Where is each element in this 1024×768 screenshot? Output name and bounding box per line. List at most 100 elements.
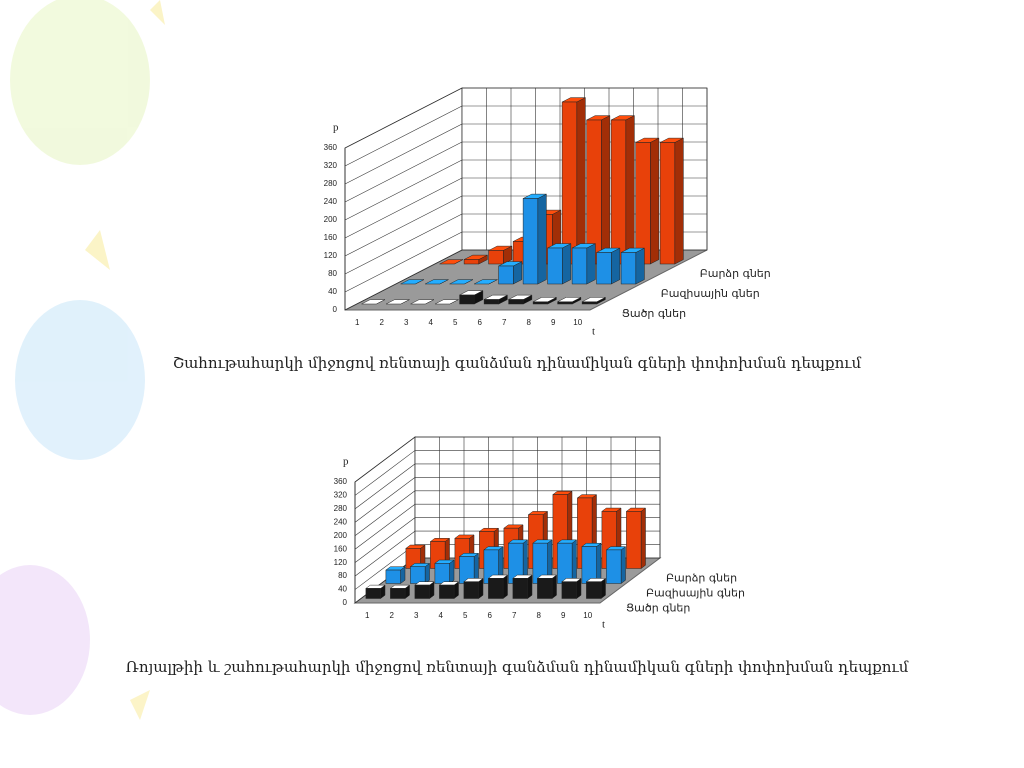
grid-line <box>344 231 463 293</box>
bar <box>561 581 577 599</box>
chart: 1 2 3 4 5 6 7 8 9 10 0 40 80 120 160 200 240 280 320 360 p t Բ… <box>324 87 771 338</box>
y-tick-label: 360 <box>324 143 338 152</box>
bar <box>626 511 642 569</box>
bar <box>586 581 602 599</box>
x-tick-label: 5 <box>453 318 458 327</box>
grid-line <box>344 105 463 167</box>
y-tick-label: 120 <box>334 558 348 567</box>
bar <box>547 247 563 285</box>
x-tick-label: 7 <box>512 611 517 620</box>
bar-side <box>586 243 596 285</box>
y-tick-label: 200 <box>334 531 348 540</box>
bar <box>635 142 651 265</box>
bar <box>459 294 475 305</box>
bar <box>586 119 602 265</box>
bar <box>512 578 528 599</box>
y-axis-label: p <box>343 456 349 468</box>
bar <box>610 119 627 265</box>
bar <box>498 265 514 285</box>
bar-side <box>537 193 547 285</box>
y-tick-label: 0 <box>343 598 348 607</box>
bar <box>557 542 573 584</box>
bar <box>581 546 597 584</box>
bar <box>659 142 676 265</box>
bar <box>463 259 480 265</box>
grid-line <box>344 159 463 221</box>
balloon <box>0 565 90 715</box>
x-tick-label: 7 <box>502 318 507 327</box>
background-decoration <box>0 0 165 720</box>
x-tick-label: 2 <box>380 318 385 327</box>
ray <box>150 0 165 25</box>
bar-side <box>635 247 645 285</box>
grid-line <box>354 517 416 563</box>
x-tick-label: 2 <box>390 611 395 620</box>
bar <box>522 198 539 285</box>
bar <box>385 569 401 584</box>
y-tick-label: 280 <box>334 504 348 513</box>
bar <box>581 301 598 305</box>
bar-top <box>449 279 473 285</box>
legend-label: Ցածր գներ <box>622 307 686 320</box>
y-tick-label: 160 <box>324 233 338 242</box>
grid-line <box>344 177 463 239</box>
bar-side <box>449 559 455 584</box>
x-tick-label: 8 <box>537 611 542 620</box>
bar <box>508 299 524 305</box>
grid-line <box>344 141 463 203</box>
x-tick-label: 9 <box>561 611 566 620</box>
chart-caption: Շահութահարկի միջոցով ռենտայի գանձման դին… <box>173 354 862 372</box>
x-tick-label: 10 <box>573 318 582 327</box>
balloon <box>15 300 145 460</box>
grid-line <box>354 544 416 590</box>
bar <box>463 581 479 599</box>
bar <box>561 101 578 265</box>
y-axis-label: p <box>333 122 339 134</box>
y-tick-label: 0 <box>333 305 338 314</box>
bar <box>488 250 504 265</box>
grid-line <box>344 249 463 311</box>
y-tick-label: 240 <box>324 197 338 206</box>
legend-label: Բարձր գներ <box>700 267 771 280</box>
grid-line <box>344 213 463 275</box>
grid-line <box>354 436 416 483</box>
y-tick-label: 80 <box>328 269 337 278</box>
x-tick-label: 6 <box>478 318 483 327</box>
balloon <box>10 0 150 165</box>
grid-line <box>354 490 416 537</box>
x-tick-label: 4 <box>439 611 444 620</box>
y-tick-label: 320 <box>324 161 338 170</box>
legend-label: Ցածր գներ <box>626 602 690 615</box>
legend-label: Բարձր գներ <box>666 572 737 585</box>
bar <box>557 301 573 305</box>
y-tick-label: 160 <box>334 544 348 553</box>
bar <box>532 301 549 305</box>
bar <box>620 252 637 285</box>
legend-label: Բազիսային գներ <box>646 587 745 600</box>
x-tick-label: 1 <box>355 318 360 327</box>
bar-top <box>473 279 498 285</box>
bar <box>365 588 381 599</box>
bar-top <box>439 259 463 265</box>
bar <box>414 584 430 599</box>
y-tick-label: 280 <box>324 179 338 188</box>
x-tick-label: 9 <box>551 318 556 327</box>
chart-caption: Ռոյալթիի և շահութահարկի միջոցով ռենտայի … <box>126 658 909 676</box>
bar-top <box>400 279 424 285</box>
grid-line <box>354 503 416 550</box>
bar-side <box>502 574 508 599</box>
y-tick-label: 120 <box>324 251 338 260</box>
bar-side <box>571 539 577 584</box>
bar <box>390 588 406 599</box>
y-tick-label: 80 <box>338 571 347 580</box>
x-axis-label: t <box>602 619 605 631</box>
y-tick-label: 200 <box>324 215 338 224</box>
grid-line <box>354 463 416 510</box>
bar-side <box>625 115 635 265</box>
bar <box>596 252 612 285</box>
bar-side <box>551 574 557 599</box>
chart: 1 2 3 4 5 6 7 8 9 10 0 40 80 120 160 200 240 280 320 360 p t Բ… <box>334 436 745 631</box>
bar-side <box>527 574 533 599</box>
bar <box>606 549 622 584</box>
